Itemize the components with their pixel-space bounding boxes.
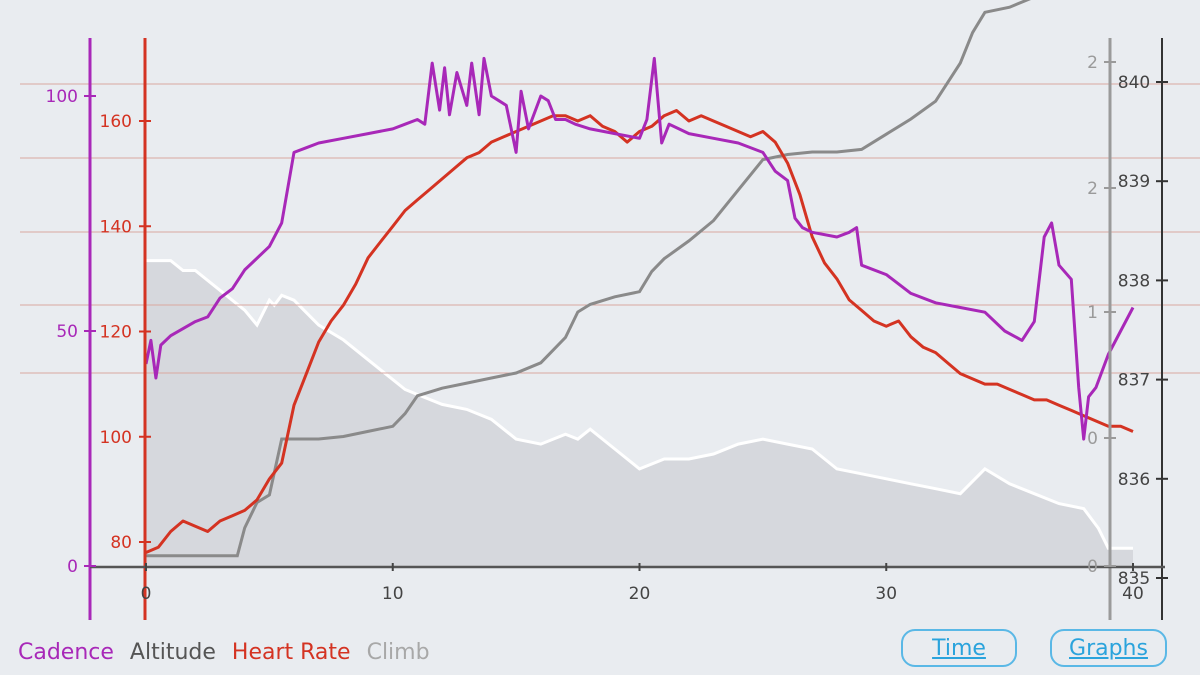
altitude-tick-label: 838 bbox=[1118, 271, 1150, 291]
x-tick-label: 40 bbox=[1122, 584, 1144, 604]
heart-rate-tick-label: 100 bbox=[100, 428, 132, 448]
legend-climb: Climb bbox=[366, 640, 430, 665]
heart-rate-tick-label: 160 bbox=[100, 112, 132, 132]
legend-heart-rate: Heart Rate bbox=[231, 640, 351, 665]
climb-line bbox=[146, 0, 1031, 558]
climb-tick-label: 1 bbox=[1087, 303, 1098, 323]
cadence-tick-label: 50 bbox=[56, 322, 78, 342]
chart: 0 10 20 30 40 0 50 100 80 100 120 140 160 0 0 1 2 2 835 836… bbox=[20, 0, 1200, 620]
legend: Cadence Altitude Heart Rate Climb bbox=[18, 640, 430, 665]
heart-rate-tick-label: 120 bbox=[100, 323, 132, 343]
heart-rate-line bbox=[145, 109, 1134, 554]
altitude-tick-label: 836 bbox=[1118, 470, 1150, 490]
cadence-tick-label: 0 bbox=[67, 557, 78, 577]
climb-area-fill bbox=[146, 260, 1133, 566]
time-button[interactable]: Time bbox=[901, 629, 1017, 667]
axes bbox=[88, 38, 1165, 620]
cadence-line bbox=[144, 56, 1135, 441]
altitude-tick-label: 837 bbox=[1118, 371, 1150, 391]
altitude-line bbox=[146, 259, 1133, 550]
altitude-tick-label: 839 bbox=[1118, 172, 1150, 192]
legend-cadence: Cadence bbox=[18, 640, 114, 665]
cadence-layer bbox=[144, 56, 1135, 441]
x-tick-label: 30 bbox=[875, 584, 897, 604]
cadence-tick-label: 100 bbox=[46, 87, 78, 107]
altitude-layer bbox=[146, 0, 1031, 558]
tick-labels: 0 10 20 30 40 0 50 100 80 100 120 140 160 0 0 1 2 2 835 836… bbox=[46, 53, 1168, 604]
altitude-tick-label: 840 bbox=[1118, 73, 1150, 93]
heart-rate-layer bbox=[145, 109, 1134, 554]
heart-rate-tick-label: 140 bbox=[100, 217, 132, 237]
x-tick-label: 0 bbox=[141, 584, 152, 604]
legend-altitude: Altitude bbox=[129, 640, 216, 665]
climb-tick-label: 0 bbox=[1087, 557, 1098, 577]
x-tick-label: 20 bbox=[629, 584, 651, 604]
climb-tick-label: 2 bbox=[1087, 53, 1098, 73]
climb-tick-label: 0 bbox=[1087, 429, 1098, 449]
climb-area-layer bbox=[146, 259, 1133, 566]
x-tick-label: 10 bbox=[382, 584, 404, 604]
climb-tick-label: 2 bbox=[1087, 179, 1098, 199]
graphs-button[interactable]: Graphs bbox=[1050, 629, 1167, 667]
heart-rate-tick-label: 80 bbox=[110, 533, 132, 553]
altitude-tick-label: 835 bbox=[1118, 569, 1150, 589]
